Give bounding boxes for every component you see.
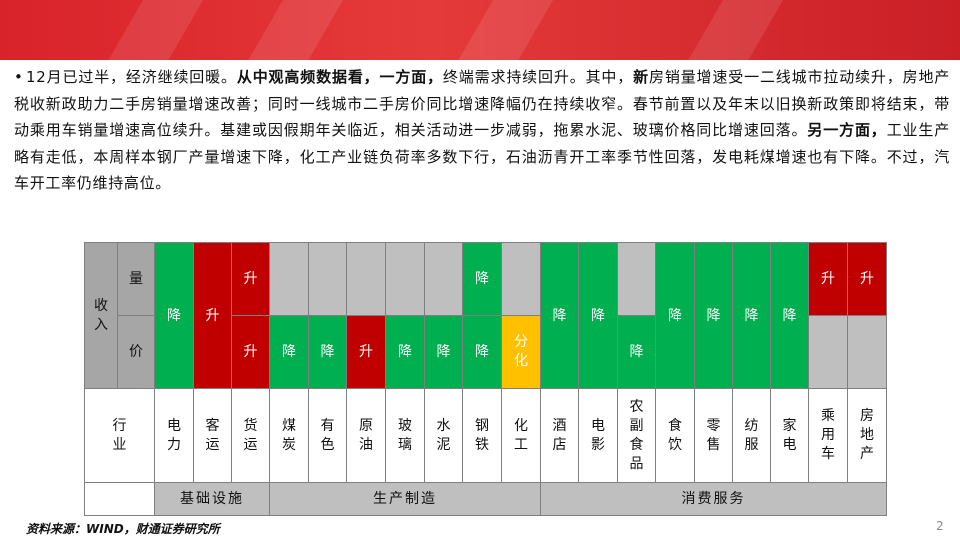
industry-label: 有色 [308, 388, 347, 483]
industry-label: 电影 [578, 388, 618, 483]
industry-label: 房地产 [847, 388, 887, 483]
volume-cell [617, 242, 656, 316]
industry-label: 家电 [770, 388, 809, 483]
paragraph-emphasis: 新 [633, 68, 649, 86]
industry-label: 酒店 [540, 388, 579, 483]
volume-cell: 升 [847, 242, 887, 316]
volume-cell: 降 [540, 242, 579, 389]
volume-header: 量 [117, 242, 155, 316]
price-cell: 降 [385, 315, 425, 389]
industry-label: 纺服 [732, 388, 771, 483]
paragraph-emphasis: 从中观高频数据看，一方面， [236, 68, 443, 86]
industry-label: 钢铁 [462, 388, 502, 483]
volume-cell: 降 [694, 242, 733, 389]
volume-cell [424, 242, 463, 316]
industry-header: 行业 [84, 388, 155, 483]
paragraph-text: 工业生产略有走低，本周样本钢厂产量增速下降，化工产业链负荷率多数下行，石油沥青开… [14, 121, 950, 193]
industry-status-table: 收入 量 降升升降降降降降降降升升 价 升降降升降降降分化降 行业 电力 客运 货运… [84, 242, 887, 516]
industry-label: 农副食品 [617, 388, 656, 483]
volume-cell: 升 [193, 242, 232, 389]
paragraph-emphasis: 另一方面， [807, 121, 887, 140]
industry-label: 乘用车 [808, 388, 848, 483]
volume-cell: 升 [808, 242, 848, 316]
paragraph-text: 12月已过半，经济继续回暖。 [26, 68, 237, 86]
price-cell: 降 [308, 315, 347, 389]
volume-cell [308, 242, 347, 316]
industry-label: 客运 [193, 388, 232, 483]
industry-label: 玻璃 [385, 388, 425, 483]
volume-cell: 降 [655, 242, 695, 389]
volume-cell: 降 [770, 242, 809, 389]
bullet-icon: • [14, 68, 24, 86]
price-header: 价 [117, 315, 155, 389]
volume-cell: 降 [462, 242, 502, 316]
industry-label: 煤炭 [269, 388, 309, 483]
volume-cell: 降 [154, 242, 194, 389]
category-spacer [84, 482, 155, 516]
industry-label: 化工 [501, 388, 541, 483]
volume-cell [385, 242, 425, 316]
industry-label: 零售 [694, 388, 733, 483]
income-header: 收入 [84, 242, 118, 389]
industry-label: 水泥 [424, 388, 463, 483]
price-cell: 降 [269, 315, 309, 389]
industry-label: 食饮 [655, 388, 695, 483]
price-cell: 分化 [501, 315, 541, 389]
price-cell [808, 315, 848, 389]
price-cell: 升 [346, 315, 386, 389]
price-cell: 降 [462, 315, 502, 389]
category-label: 生产制造 [269, 482, 541, 516]
category-label: 基础设施 [154, 482, 270, 516]
volume-cell [269, 242, 309, 316]
category-label: 消费服务 [540, 482, 887, 516]
volume-cell: 降 [732, 242, 771, 389]
summary-paragraph: • 12月已过半，经济继续回暖。从中观高频数据看，一方面，终端需求持续回升。其中，… [14, 64, 950, 197]
industry-label: 原油 [346, 388, 386, 483]
volume-cell: 降 [578, 242, 618, 389]
price-cell: 降 [424, 315, 463, 389]
source-note: 资料来源：WIND，财通证券研究所 [26, 522, 220, 536]
volume-cell [501, 242, 541, 316]
volume-cell [346, 242, 386, 316]
industry-label: 电力 [154, 388, 194, 483]
volume-cell: 升 [231, 242, 270, 316]
top-banner [0, 0, 960, 60]
paragraph-text: 终端需求持续回升。其中， [442, 68, 634, 86]
page-number: 2 [936, 519, 944, 533]
paragraph-text: 房销量增速受一二线城市拉动续升，房地产税收新政助力二手房销量增速改善；同时一线城… [14, 68, 951, 140]
price-cell [847, 315, 887, 389]
industry-label: 货运 [231, 388, 270, 483]
price-cell: 升 [231, 315, 270, 389]
price-cell: 降 [617, 315, 656, 389]
